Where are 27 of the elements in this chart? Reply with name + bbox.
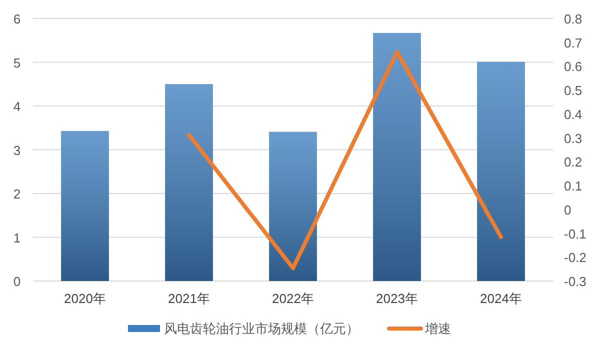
x-tick-label: 2022年 [272, 291, 314, 306]
legend-label: 增速 [424, 321, 451, 336]
x-tick-label: 2023年 [376, 291, 418, 306]
y2-tick-label: 0.1 [564, 178, 582, 194]
x-tick-label: 2024年 [480, 291, 522, 306]
y2-tick-label: 0.3 [564, 130, 582, 146]
y2-tick-label: -0.1 [564, 226, 586, 242]
y2-tick-label: 0.7 [564, 35, 582, 50]
y-tick-label: 6 [13, 12, 21, 26]
legend-label: 风电齿轮油行业市场规模（亿元） [164, 321, 359, 336]
y-tick-label: 4 [13, 99, 21, 114]
line-series [187, 50, 503, 270]
y2-tick-label: 0.4 [564, 106, 582, 122]
y-tick-label: 3 [13, 142, 21, 158]
y2-tick-label: 0.2 [564, 154, 582, 170]
y-tick-label: 2 [13, 186, 21, 202]
y2-tick-label: -0.3 [564, 274, 586, 289]
y-tick-label: 1 [13, 230, 21, 246]
y2-tick-label: 0 [564, 202, 572, 218]
y2-tick-label: 0.5 [564, 83, 582, 98]
y-tick-label: 5 [13, 55, 21, 70]
x-tick-label: 2021年 [168, 291, 210, 306]
y2-tick-label: 0.8 [564, 12, 582, 26]
x-tick-label: 2020年 [64, 291, 106, 306]
y2-tick-label: 0.6 [564, 59, 582, 74]
y2-tick-label: -0.2 [564, 250, 586, 266]
y-tick-label: 0 [13, 274, 21, 289]
